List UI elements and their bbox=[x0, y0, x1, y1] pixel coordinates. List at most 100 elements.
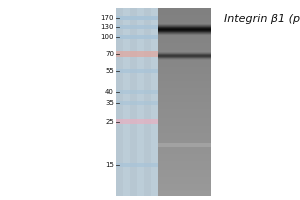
Bar bbox=[158, 62, 211, 64]
Bar bbox=[158, 26, 211, 27]
Bar bbox=[158, 177, 211, 180]
Text: 170: 170 bbox=[100, 15, 114, 21]
Bar bbox=[158, 15, 211, 17]
Bar bbox=[158, 27, 211, 29]
Bar bbox=[143, 8, 151, 196]
Bar bbox=[158, 104, 211, 107]
Bar bbox=[158, 126, 211, 128]
Bar bbox=[158, 43, 211, 46]
Bar bbox=[158, 64, 211, 67]
Bar bbox=[158, 100, 211, 102]
Bar bbox=[158, 149, 211, 151]
Bar bbox=[158, 175, 211, 177]
Text: 15: 15 bbox=[105, 162, 114, 168]
Bar bbox=[158, 50, 211, 53]
Bar bbox=[158, 24, 211, 27]
Bar bbox=[158, 31, 211, 34]
Text: 35: 35 bbox=[105, 100, 114, 106]
Bar bbox=[116, 8, 158, 196]
Bar bbox=[158, 28, 211, 29]
Bar bbox=[158, 93, 211, 95]
Bar bbox=[158, 118, 211, 121]
Bar bbox=[136, 8, 143, 196]
Bar bbox=[158, 8, 211, 10]
Bar bbox=[158, 168, 211, 170]
Bar bbox=[116, 8, 122, 196]
Bar bbox=[158, 30, 211, 31]
Bar bbox=[158, 130, 211, 133]
Bar bbox=[116, 119, 158, 124]
Bar bbox=[158, 60, 211, 62]
Bar bbox=[158, 137, 211, 140]
Bar bbox=[158, 34, 211, 36]
Text: 130: 130 bbox=[100, 24, 114, 30]
Bar bbox=[158, 187, 211, 189]
Bar bbox=[158, 114, 211, 116]
Bar bbox=[158, 111, 211, 114]
Bar bbox=[116, 16, 158, 20]
Bar bbox=[158, 69, 211, 71]
Bar bbox=[158, 158, 211, 161]
Bar bbox=[158, 165, 211, 168]
Bar bbox=[158, 27, 211, 28]
Bar bbox=[158, 154, 211, 156]
Bar bbox=[158, 41, 211, 43]
Bar bbox=[158, 74, 211, 76]
Bar bbox=[158, 189, 211, 191]
Bar bbox=[116, 69, 158, 73]
Bar bbox=[158, 116, 211, 118]
Bar bbox=[158, 172, 211, 175]
Bar bbox=[158, 97, 211, 100]
Bar bbox=[158, 39, 211, 41]
Bar bbox=[158, 170, 211, 172]
Bar bbox=[158, 31, 211, 32]
Bar bbox=[158, 36, 211, 39]
Bar bbox=[158, 151, 211, 154]
Bar bbox=[158, 194, 211, 196]
Bar bbox=[158, 144, 211, 147]
Bar bbox=[158, 25, 211, 26]
Text: Integrin β1 (p-T788): Integrin β1 (p-T788) bbox=[224, 14, 300, 24]
Bar bbox=[158, 79, 211, 81]
Text: 25: 25 bbox=[105, 119, 114, 125]
Bar bbox=[158, 67, 211, 69]
Bar bbox=[158, 90, 211, 93]
Bar bbox=[130, 8, 136, 196]
Bar bbox=[158, 135, 211, 137]
Bar bbox=[158, 102, 211, 104]
Text: 40: 40 bbox=[105, 89, 114, 95]
Bar bbox=[158, 46, 211, 48]
Bar bbox=[158, 20, 211, 22]
Bar bbox=[158, 95, 211, 97]
Bar bbox=[151, 8, 158, 196]
Bar bbox=[158, 88, 211, 90]
Bar bbox=[158, 133, 211, 135]
Text: 55: 55 bbox=[105, 68, 114, 74]
Bar bbox=[158, 161, 211, 163]
Bar bbox=[158, 22, 211, 24]
Bar bbox=[158, 29, 211, 31]
Bar bbox=[116, 90, 158, 94]
Bar bbox=[158, 109, 211, 111]
Bar bbox=[158, 128, 211, 130]
Bar bbox=[116, 163, 158, 167]
Bar bbox=[158, 76, 211, 79]
Bar bbox=[158, 180, 211, 182]
Bar bbox=[158, 34, 211, 35]
Bar bbox=[158, 83, 211, 86]
Bar bbox=[158, 121, 211, 123]
Bar bbox=[158, 86, 211, 88]
Bar bbox=[158, 182, 211, 184]
Bar bbox=[158, 32, 211, 33]
Bar bbox=[116, 51, 158, 57]
Bar bbox=[158, 142, 211, 144]
Bar bbox=[158, 33, 211, 34]
Bar bbox=[158, 143, 211, 147]
Bar bbox=[116, 25, 158, 29]
Bar bbox=[158, 17, 211, 20]
Bar bbox=[158, 147, 211, 149]
Bar bbox=[158, 29, 211, 30]
Bar bbox=[158, 48, 211, 50]
Bar bbox=[158, 163, 211, 165]
Bar bbox=[158, 140, 211, 142]
